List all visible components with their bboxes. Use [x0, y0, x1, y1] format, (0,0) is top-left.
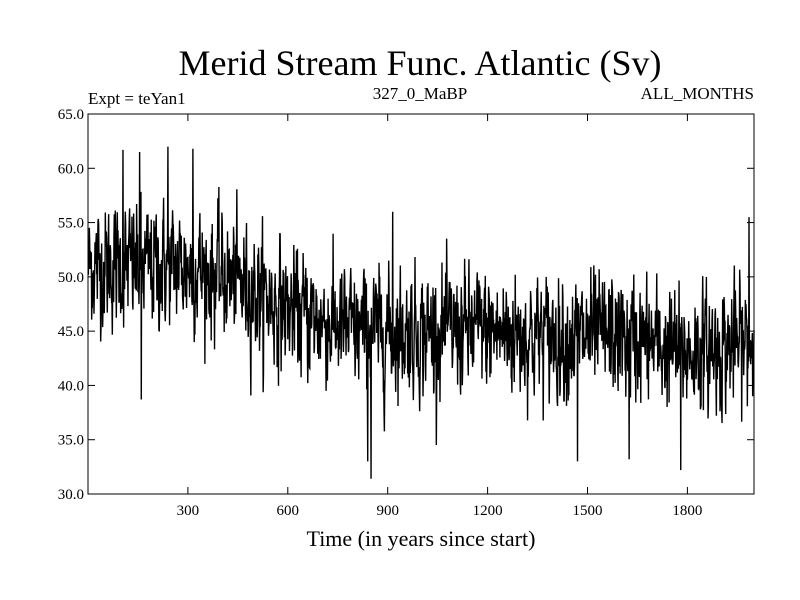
y-tick-label: 60.0 [58, 161, 84, 177]
axes-layer: 30.0 35.0 40.0 45.0 50.0 55.0 60.0 65.0 300 600 90… [58, 107, 755, 519]
y-tick-label: 40.0 [58, 378, 84, 394]
y-tick-label: 55.0 [58, 216, 84, 232]
period-label: 327_0_MaBP [373, 84, 467, 103]
months-label: ALL_MONTHS [641, 84, 754, 103]
y-tick-label: 50.0 [58, 270, 84, 286]
experiment-label: Expt = teYan1 [88, 89, 186, 108]
x-tick-label: 1200 [473, 503, 503, 519]
series-layer [87, 146, 755, 479]
chart-title: Merid Stream Func. Atlantic (Sv) [179, 43, 662, 83]
plot-frame [87, 113, 755, 495]
series-line [87, 146, 755, 479]
x-tick-label: 900 [376, 503, 399, 519]
x-tick-label: 600 [277, 503, 300, 519]
y-tick-label: 45.0 [58, 324, 84, 340]
x-tick-label: 1800 [672, 503, 702, 519]
y-tick-label: 65.0 [58, 107, 84, 123]
y-tick-label: 30.0 [58, 487, 84, 503]
y-tick-label: 35.0 [58, 433, 84, 449]
x-axis-label: Time (in years since start) [307, 526, 536, 551]
x-tick-label: 1500 [573, 503, 603, 519]
x-tick-label: 300 [177, 503, 200, 519]
